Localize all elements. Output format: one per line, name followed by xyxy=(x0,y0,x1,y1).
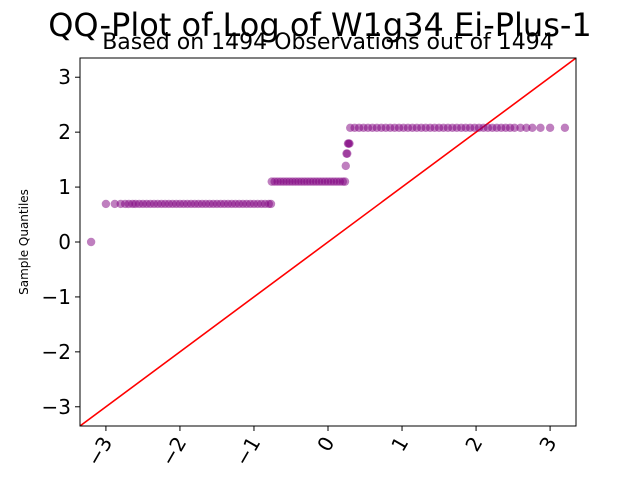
x-tick-label: −1 xyxy=(230,433,266,471)
x-axis: −3 −2 −1 0 1 2 3 xyxy=(82,426,561,471)
chart-subtitle: Based on 1494 Observations out of 1494 xyxy=(102,30,554,55)
y-tick-label: 0 xyxy=(58,230,71,254)
data-point xyxy=(340,177,350,186)
y-tick-label: −2 xyxy=(42,340,71,364)
x-tick-label: 1 xyxy=(386,433,413,456)
data-point xyxy=(516,123,525,133)
data-point xyxy=(110,199,119,209)
data-point xyxy=(341,161,350,171)
x-tick-label: −2 xyxy=(156,433,192,471)
y-tick-label: −1 xyxy=(42,285,71,309)
y-tick-label: 2 xyxy=(58,120,71,144)
x-tick-label: 2 xyxy=(460,433,487,456)
data-point xyxy=(510,123,519,133)
data-point xyxy=(266,199,276,209)
y-tick-label: 3 xyxy=(58,65,71,89)
plot-area xyxy=(79,57,577,427)
x-tick-label: 3 xyxy=(534,433,561,456)
chart-title: QQ-Plot of Log of W1g34 Ei-Plus-1 xyxy=(48,6,592,44)
data-point xyxy=(343,149,352,158)
y-axis-label: Sample Quantiles xyxy=(17,189,31,295)
data-point xyxy=(86,237,96,247)
data-point xyxy=(545,123,555,133)
data-point xyxy=(345,139,354,148)
data-point xyxy=(101,199,111,209)
y-tick-label: −3 xyxy=(42,395,71,419)
y-tick-label: 1 xyxy=(58,175,71,199)
data-point xyxy=(528,123,537,133)
x-tick-label: −3 xyxy=(82,433,118,471)
data-point xyxy=(536,123,545,133)
reference-line xyxy=(80,58,576,426)
data-point xyxy=(522,123,531,133)
y-axis: −3 −2 −1 0 1 2 3 xyxy=(42,65,80,419)
data-point xyxy=(560,123,570,133)
x-tick-label: 0 xyxy=(312,433,339,456)
